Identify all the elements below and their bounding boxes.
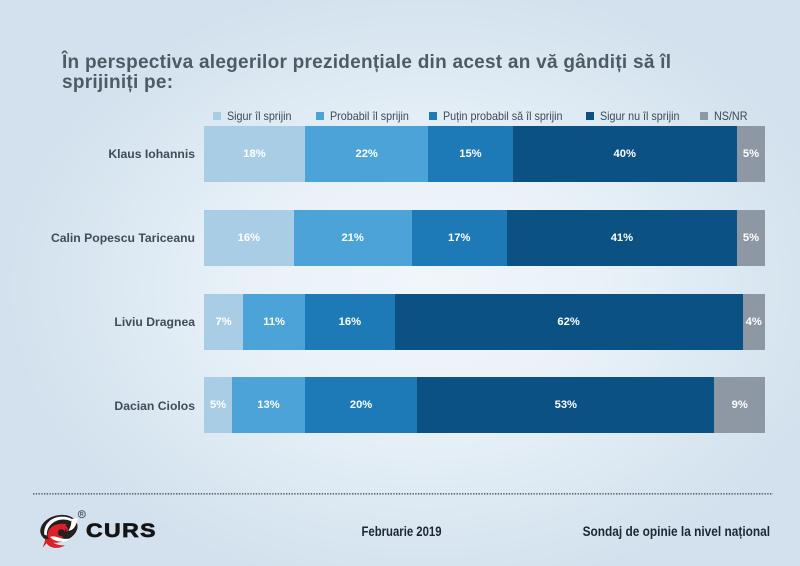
svg-text:R: R — [80, 512, 84, 518]
